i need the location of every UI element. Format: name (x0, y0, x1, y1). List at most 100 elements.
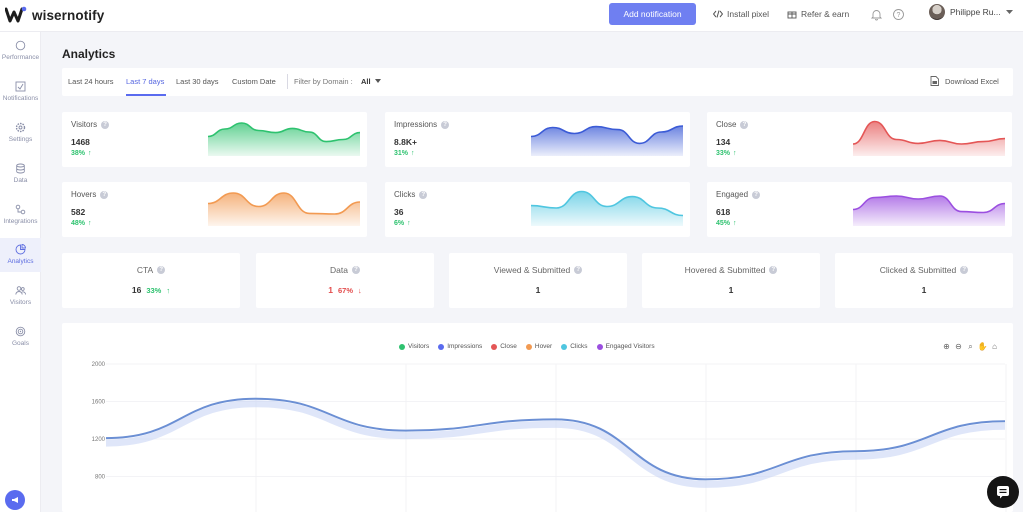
download-excel-button[interactable]: Download Excel (930, 76, 999, 86)
stat-card-close: Close? 134 33% ↑ (707, 112, 1012, 167)
home-reset-icon[interactable]: ⌂ (992, 342, 997, 351)
y-tick-label: 1200 (92, 437, 106, 443)
megaphone-icon (11, 497, 18, 503)
tab-last-30-days[interactable]: Last 30 days (176, 77, 219, 86)
line-chart-plot: 200016001200800400 (92, 362, 1007, 512)
legend-dot (525, 343, 532, 350)
sparkline-chart (531, 190, 683, 226)
stat-card-value: 1468 (71, 137, 90, 147)
series-line-shadow (105, 400, 1006, 488)
gift-icon (787, 11, 797, 19)
settings-icon (15, 122, 26, 133)
stat-card-impressions: Impressions? 8.8K+ 31% ↑ (385, 112, 690, 167)
help-icon[interactable]: ? (101, 120, 110, 129)
zoom-in-icon[interactable]: ⊕ (943, 342, 950, 351)
stat-card-title: Impressions? (394, 120, 450, 129)
stat-card-change: 6% ↑ (394, 220, 411, 227)
notifications-icon (15, 81, 26, 92)
pan-hand-icon[interactable]: ✋ (977, 342, 988, 351)
stat-card-title: Clicks? (394, 190, 428, 199)
y-tick-label: 2000 (92, 362, 106, 368)
avatar (929, 4, 945, 20)
stat-card-title: Hovers? (71, 190, 109, 199)
arrow-down-icon: ↓ (358, 285, 362, 295)
sidebar-item-goals[interactable]: Goals (0, 326, 41, 356)
sidebar-item-label: Settings (8, 136, 33, 143)
stat-card-visitors: Visitors? 1468 38% ↑ (62, 112, 367, 167)
tab-last-24-hours[interactable]: Last 24 hours (68, 77, 114, 86)
sparkline-line (208, 192, 360, 215)
legend-item[interactable]: Visitors (399, 343, 429, 350)
summary-card-title: Clicked & Submitted? (835, 265, 1013, 275)
help-icon[interactable]: ? (752, 190, 761, 199)
summary-card-title: Data? (256, 265, 434, 275)
help-icon[interactable]: ? (960, 266, 969, 274)
domain-filter-label: Filter by Domain : (294, 77, 353, 86)
stat-card-clicks: Clicks? 36 6% ↑ (385, 182, 690, 237)
sidebar-item-data[interactable]: Data (0, 163, 41, 193)
legend-item[interactable]: Close (491, 343, 517, 350)
caret-down-icon[interactable] (375, 79, 381, 83)
analytics-chart: Visitors Impressions Close Hover Clicks Engag… (62, 323, 1013, 512)
sparkline-area (853, 196, 1005, 226)
sparkline-line (853, 195, 1005, 214)
tab-last-7-days[interactable]: Last 7 days (126, 77, 165, 86)
sparkline-area (208, 123, 360, 156)
chat-support-button[interactable] (987, 476, 1019, 508)
summary-card-value: 1 (728, 285, 734, 295)
legend-item[interactable]: Hover (525, 343, 552, 350)
legend-item[interactable]: Engaged Visitors (596, 343, 655, 350)
zoom-out-icon[interactable]: ⊖ (955, 342, 962, 351)
sidebar-item-visitors[interactable]: Visitors (0, 285, 41, 315)
sidebar-collapse-button[interactable] (5, 490, 25, 510)
file-icon (930, 76, 939, 86)
sparkline-area (208, 193, 360, 226)
tab-custom-date[interactable]: Custom Date (232, 77, 276, 86)
help-icon[interactable]: ? (740, 120, 749, 129)
legend-label: Close (500, 343, 517, 350)
help-icon[interactable]: ? (769, 266, 778, 274)
stat-card-value: 618 (716, 207, 731, 217)
help-icon[interactable]: ? (157, 266, 166, 274)
sparkline-chart (208, 122, 360, 156)
add-notification-button[interactable]: Add notification (609, 3, 696, 25)
divider (287, 74, 288, 89)
domain-filter-select[interactable]: All (361, 77, 371, 86)
sidebar-item-settings[interactable]: Settings (0, 122, 41, 152)
sidebar-item-integrations[interactable]: Integrations (0, 204, 41, 234)
stat-card-title: Engaged? (716, 190, 761, 199)
install-pixel-link[interactable]: Install pixel (713, 9, 769, 19)
legend-label: Visitors (408, 343, 430, 350)
performance-icon (15, 40, 26, 51)
help-icon[interactable]: ? (892, 8, 905, 21)
help-icon[interactable]: ? (351, 266, 360, 274)
brand-name: wisernotify (32, 7, 105, 23)
stat-card-engaged: Engaged? 618 45% ↑ (707, 182, 1012, 237)
refer-earn-label: Refer & earn (801, 9, 850, 19)
stat-card-change: 48% ↑ (71, 220, 92, 227)
bell-icon[interactable] (870, 8, 883, 21)
legend-dot (491, 343, 498, 350)
sidebar-item-analytics[interactable]: Analytics (0, 238, 41, 272)
arrow-up-icon: ↑ (88, 220, 92, 227)
sidebar-item-notifications[interactable]: Notifications (0, 81, 41, 111)
help-icon[interactable]: ? (100, 190, 109, 199)
refer-earn-link[interactable]: Refer & earn (787, 9, 849, 19)
legend-dot (561, 343, 568, 350)
help-icon[interactable]: ? (441, 120, 450, 129)
brand-logo[interactable]: wisernotify (5, 6, 104, 24)
help-icon[interactable]: ? (574, 266, 583, 274)
help-icon[interactable]: ? (419, 190, 428, 199)
legend-item[interactable]: Clicks (561, 343, 588, 350)
sidebar-item-label: Notifications (2, 95, 39, 102)
user-menu[interactable]: Philippe Ru... (929, 4, 1013, 20)
summary-card-data: Data? 1 67% ↓ (256, 253, 434, 308)
sidebar-item-performance[interactable]: Performance (0, 40, 41, 70)
sidebar: Performance Notifications Settings Data … (0, 32, 41, 512)
summary-card-title: CTA? (62, 265, 240, 275)
summary-card-viewed-submitted: Viewed & Submitted? 1 (449, 253, 627, 308)
legend-item[interactable]: Impressions (438, 343, 482, 350)
arrow-up-icon: ↑ (88, 150, 92, 157)
search-icon[interactable]: ⌕ (968, 341, 973, 351)
summary-card-title: Hovered & Submitted? (642, 265, 820, 275)
